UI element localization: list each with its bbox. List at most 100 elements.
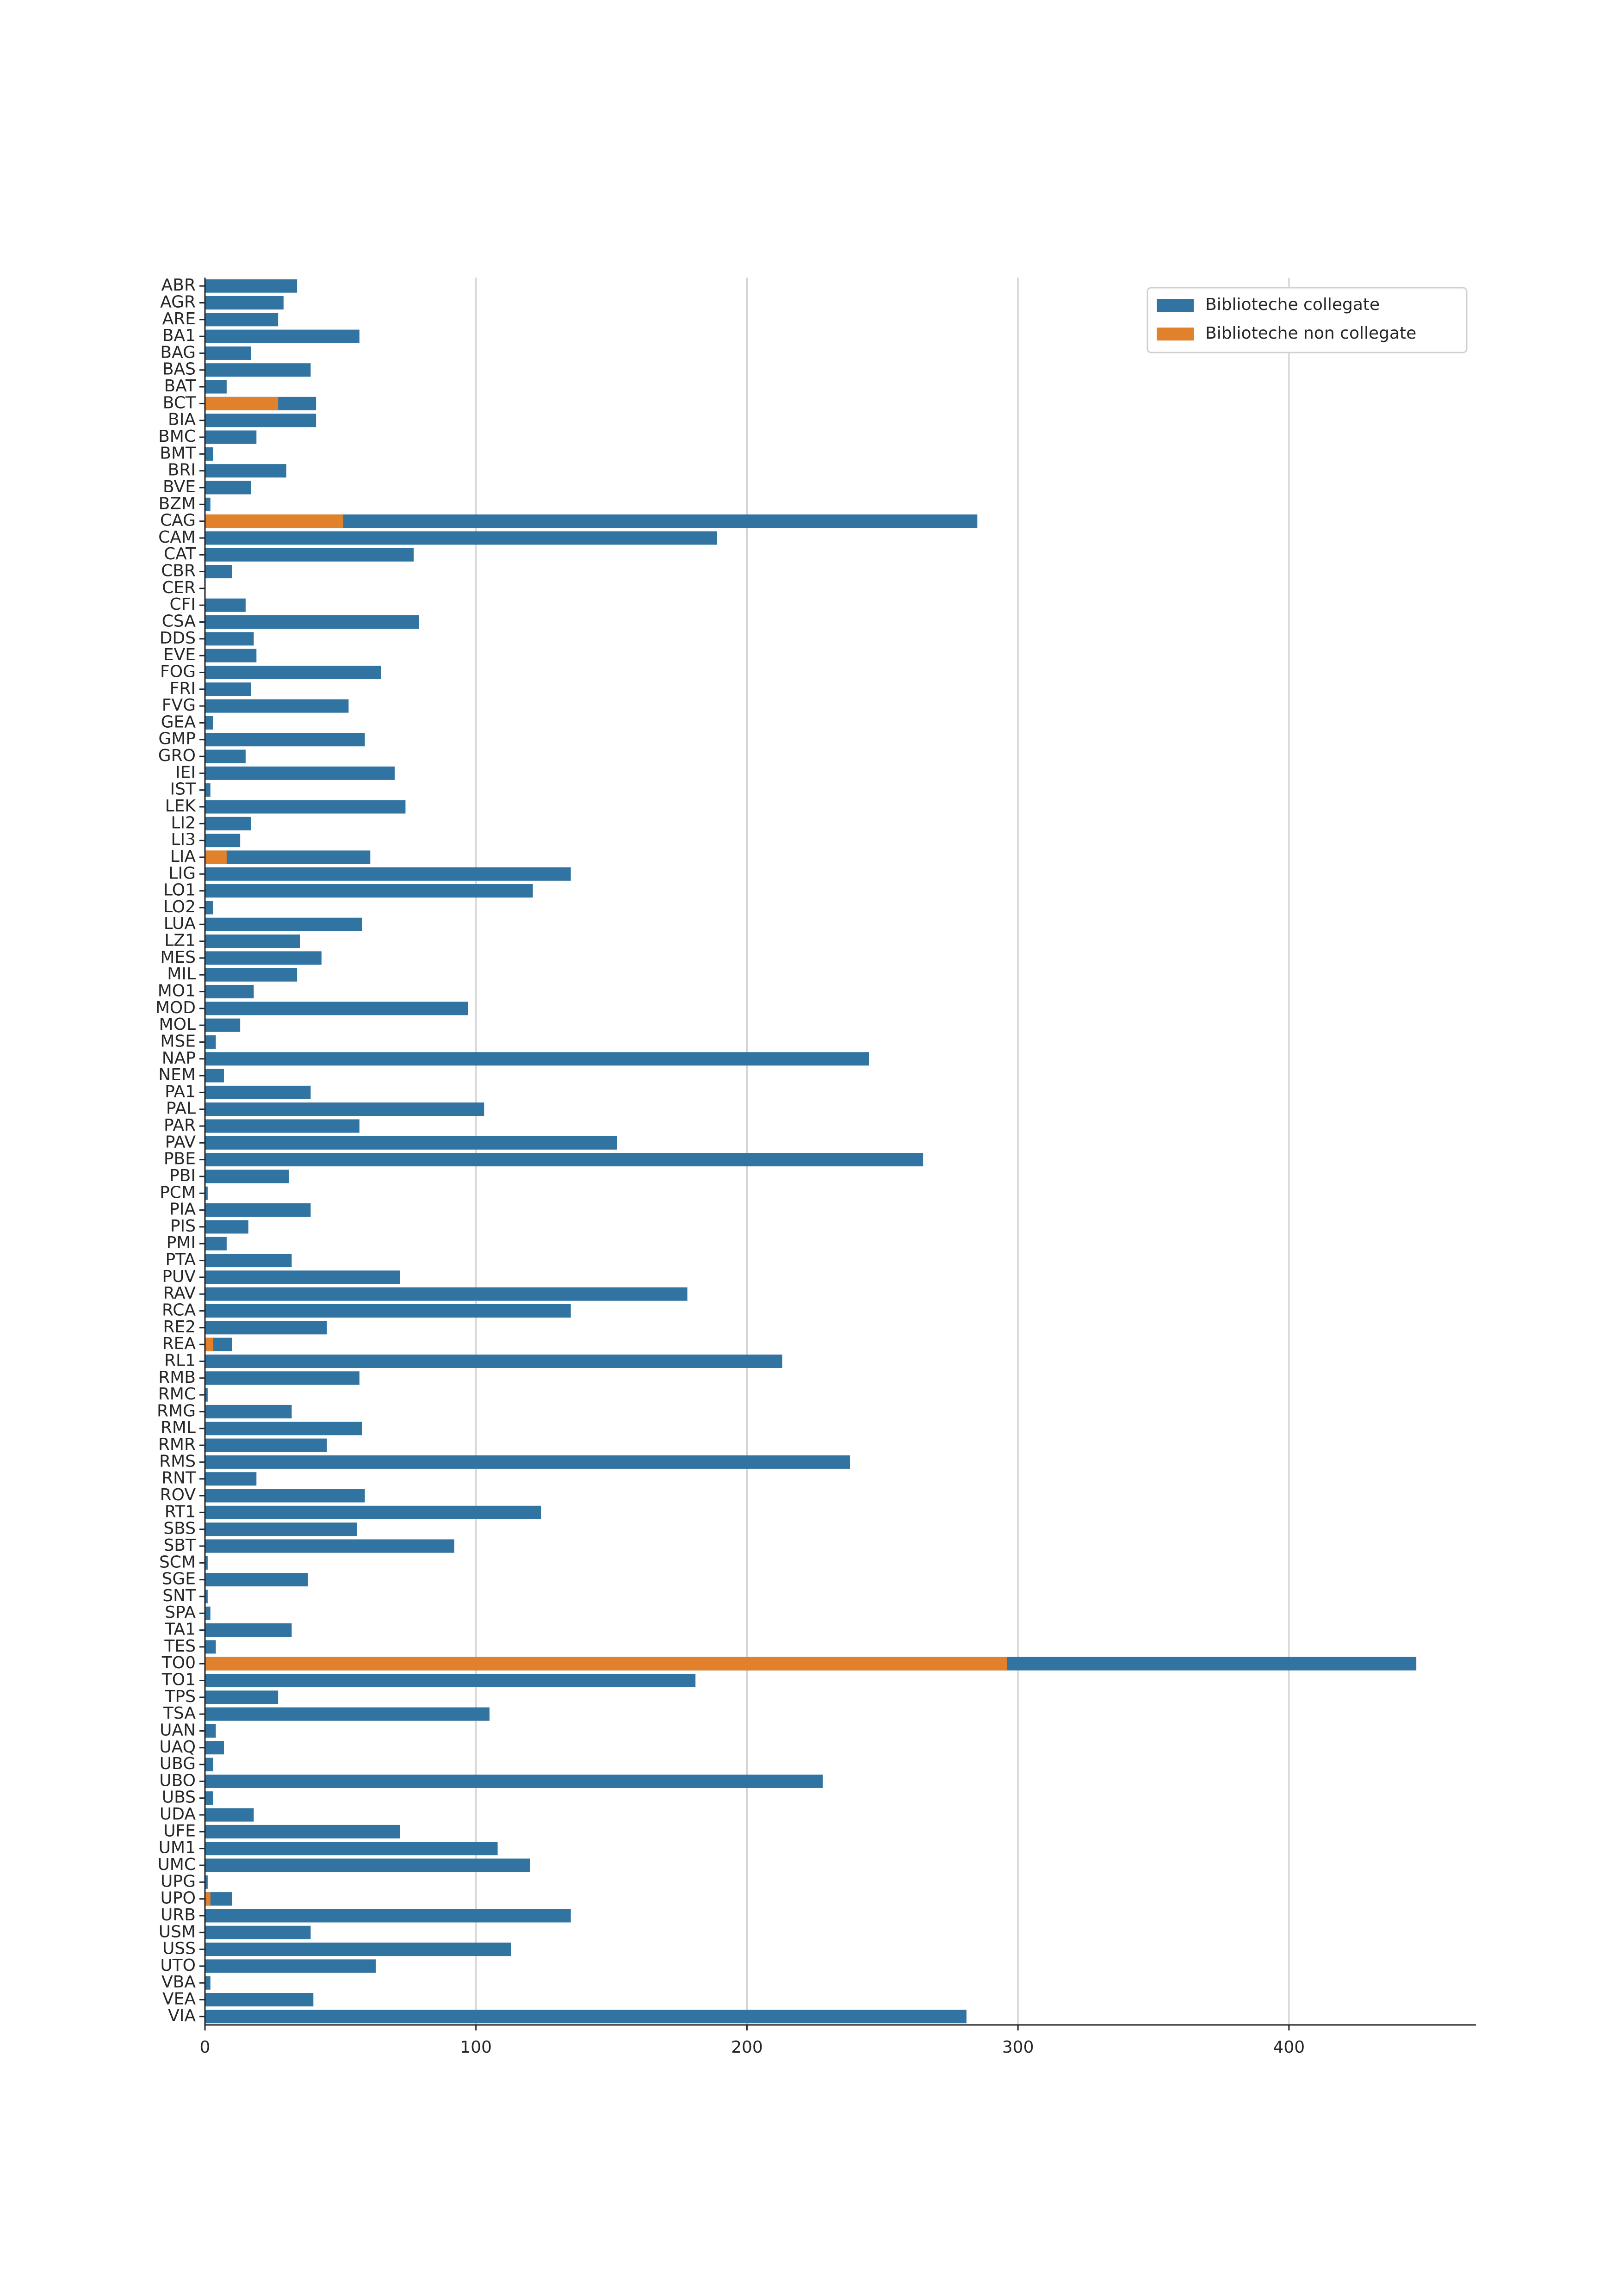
bar xyxy=(205,800,406,814)
bar xyxy=(205,984,254,999)
y-tick-label: CER xyxy=(162,578,196,597)
bar xyxy=(205,1489,365,1503)
bar xyxy=(205,514,343,528)
y-tick-label: PIS xyxy=(170,1217,196,1236)
y-tick-label: RMB xyxy=(158,1368,196,1387)
bar xyxy=(205,598,246,612)
y-tick-label: TO1 xyxy=(161,1670,196,1689)
y-tick-label: PIA xyxy=(169,1200,196,1219)
legend-label: Biblioteche non collegate xyxy=(1205,324,1416,343)
y-tick-label: GRO xyxy=(158,746,196,765)
bar xyxy=(205,1186,208,1200)
bar xyxy=(205,296,284,310)
y-tick-label: MSE xyxy=(160,1032,196,1051)
bar xyxy=(205,1422,362,1436)
bar xyxy=(205,917,362,931)
y-tick-label: BMC xyxy=(158,427,196,446)
y-tick-label: NAP xyxy=(162,1049,196,1068)
y-tick-label: PA1 xyxy=(165,1082,196,1101)
bar xyxy=(205,1237,227,1250)
y-tick-label: UBG xyxy=(160,1754,196,1773)
bar xyxy=(205,1254,292,1268)
y-tick-label: MOD xyxy=(155,998,196,1017)
y-tick-label: UBO xyxy=(159,1771,196,1790)
bar xyxy=(205,699,349,713)
bar xyxy=(205,1354,782,1368)
y-tick-label: ARE xyxy=(162,309,196,328)
bar xyxy=(205,1018,241,1032)
bar xyxy=(205,380,227,394)
y-tick-label: TO0 xyxy=(161,1653,196,1672)
bar xyxy=(205,935,300,948)
y-tick-label: UPG xyxy=(161,1872,196,1891)
bar xyxy=(205,1505,541,1519)
bar xyxy=(205,901,213,915)
y-tick-label: PAL xyxy=(166,1099,196,1118)
bar xyxy=(205,2010,967,2024)
bar xyxy=(205,632,254,646)
y-tick-label: BCT xyxy=(163,393,196,412)
bar xyxy=(205,1270,400,1284)
y-tick-label: TSA xyxy=(163,1704,196,1723)
bar xyxy=(205,884,533,898)
y-tick-label: USM xyxy=(159,1922,196,1941)
y-tick-label: UFE xyxy=(163,1821,196,1840)
y-tick-label: GEA xyxy=(161,712,196,731)
y-tick-label: AGR xyxy=(160,292,196,311)
bar xyxy=(205,1976,211,1990)
bar xyxy=(205,867,571,881)
bar xyxy=(205,1673,696,1688)
bar xyxy=(205,481,251,495)
bar xyxy=(205,565,232,579)
bar xyxy=(205,749,246,763)
y-tick-label: DDS xyxy=(160,629,196,648)
bar xyxy=(205,497,211,511)
bar xyxy=(205,1438,327,1452)
y-tick-label: UAQ xyxy=(159,1738,196,1757)
bar xyxy=(205,1925,311,1939)
bar xyxy=(205,1858,530,1872)
bar xyxy=(205,1825,400,1838)
y-tick-label: TA1 xyxy=(164,1620,196,1639)
bar xyxy=(205,531,717,545)
bar xyxy=(205,1741,224,1755)
bar xyxy=(205,1606,211,1620)
bar xyxy=(205,313,279,327)
bar xyxy=(205,834,241,848)
y-tick-label: SPA xyxy=(165,1603,196,1622)
y-tick-label: PUV xyxy=(162,1267,196,1286)
y-tick-label: RMC xyxy=(158,1385,196,1404)
y-tick-label: CBR xyxy=(161,562,196,581)
bar xyxy=(205,1170,289,1183)
y-tick-label: URB xyxy=(161,1906,196,1925)
bar xyxy=(205,1758,213,1771)
bar xyxy=(205,396,279,410)
y-tick-label: LI3 xyxy=(171,830,196,849)
y-tick-label: ROV xyxy=(160,1485,196,1504)
y-tick-label: RML xyxy=(161,1418,196,1437)
y-tick-label: VBA xyxy=(161,1973,196,1992)
bar xyxy=(205,1556,208,1570)
y-tick-label: CAM xyxy=(158,528,196,547)
y-tick-label: RMR xyxy=(158,1435,196,1454)
y-tick-label: PTA xyxy=(165,1250,196,1269)
y-tick-label: BA1 xyxy=(162,326,196,345)
y-tick-label: MIL xyxy=(167,965,196,984)
y-tick-label: UPO xyxy=(161,1889,196,1908)
bar xyxy=(205,1405,292,1418)
bar xyxy=(205,1304,571,1318)
y-tick-label: FRI xyxy=(170,679,196,698)
y-tick-label: SCM xyxy=(159,1553,196,1572)
y-tick-label: UTO xyxy=(160,1956,196,1975)
bar xyxy=(205,850,227,864)
y-tick-label: PAR xyxy=(164,1116,196,1135)
y-tick-label: FVG xyxy=(162,696,196,715)
bar xyxy=(205,1052,869,1066)
y-tick-label: LO2 xyxy=(163,897,196,916)
x-tick-label: 200 xyxy=(731,2038,763,2057)
y-tick-label: BMT xyxy=(160,444,196,463)
y-tick-label: SNT xyxy=(162,1586,196,1605)
bar xyxy=(205,1371,360,1385)
bar xyxy=(205,1590,208,1603)
bar xyxy=(205,1119,360,1133)
